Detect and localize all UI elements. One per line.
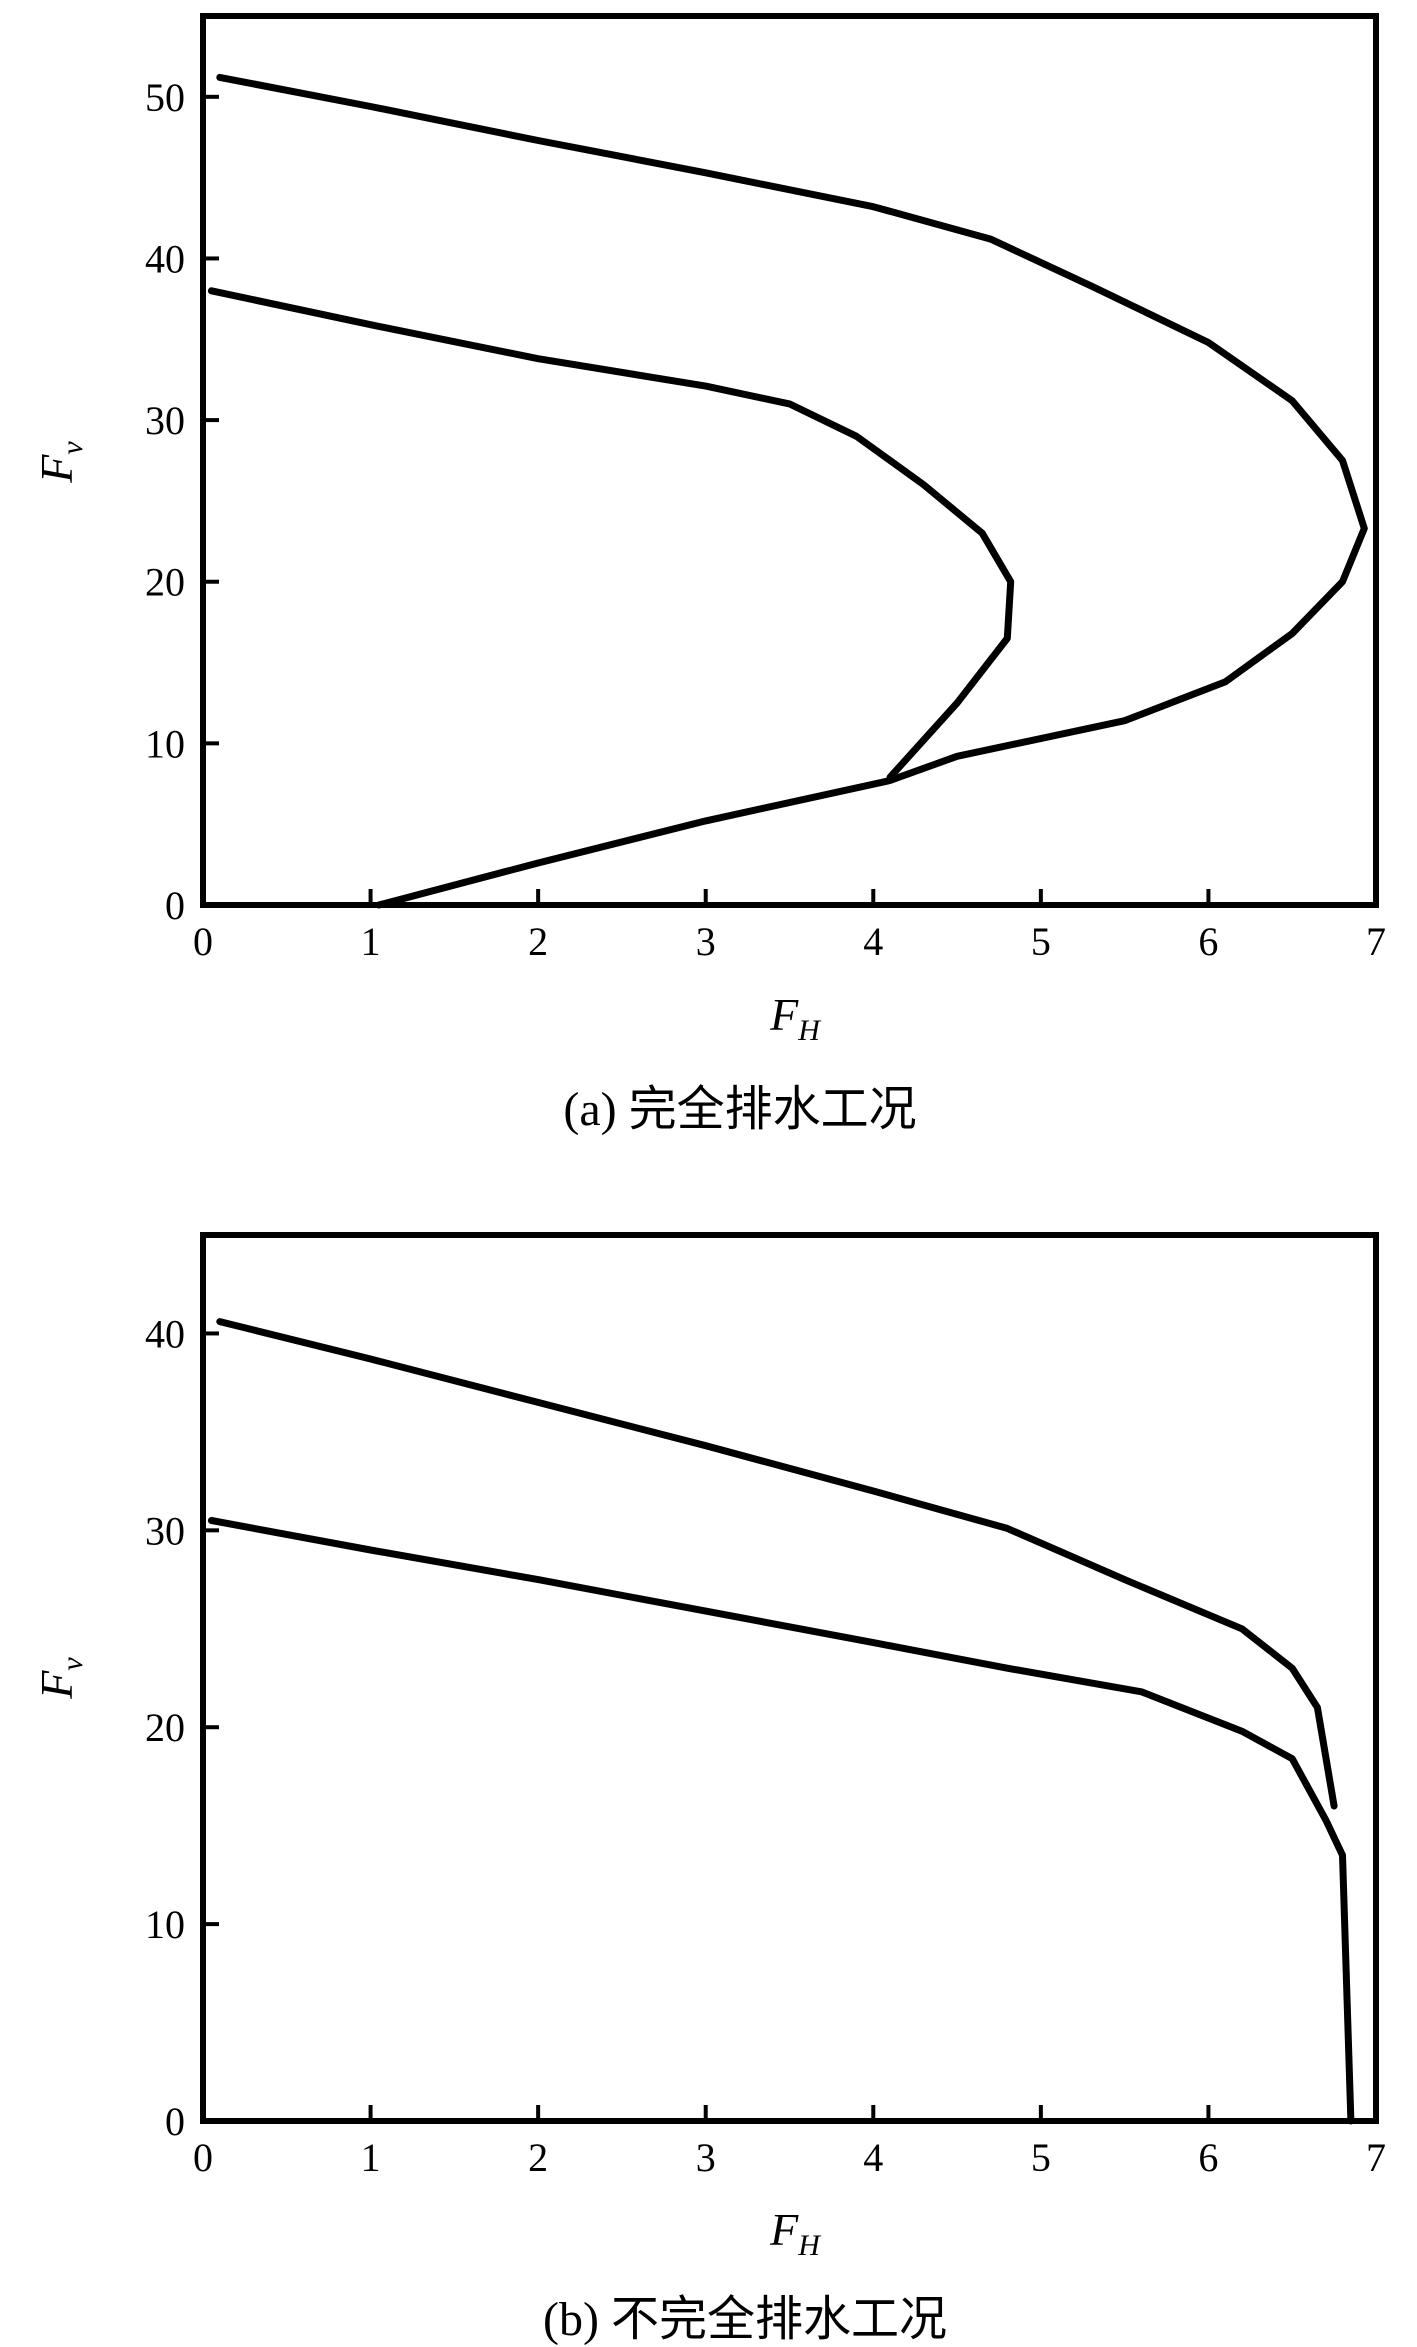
x-tick-label: 6 xyxy=(1198,2135,1218,2180)
y-tick-label: 10 xyxy=(145,721,185,766)
y-tick-label: 50 xyxy=(145,75,185,120)
x-tick-label: 2 xyxy=(528,919,548,964)
curves-b xyxy=(207,1318,1355,2125)
y-tick-label: 20 xyxy=(145,560,185,605)
y-axis-label-b: Fv xyxy=(31,1657,89,1700)
x-tick-label: 7 xyxy=(1366,2135,1386,2180)
x-tick-label: 2 xyxy=(528,2135,548,2180)
plot-frame-a xyxy=(200,13,1379,908)
x-axis-label-a: FH xyxy=(769,989,822,1047)
x-tick-label: 5 xyxy=(1031,919,1051,964)
ticks-b: 0 1 2 3 4 5 6 7 0 10 20 30 40 xyxy=(145,1311,1386,2180)
x-tick-label: 1 xyxy=(361,919,381,964)
plot-frame-b xyxy=(200,1232,1379,2124)
y-tick-label: 10 xyxy=(145,1902,185,1947)
x-tick-label: 5 xyxy=(1031,2135,1051,2180)
x-axis-label-b: FH xyxy=(769,2204,822,2262)
curves-a xyxy=(207,73,1368,909)
y-tick-label: 0 xyxy=(165,2099,185,2144)
x-tick-label: 0 xyxy=(193,919,213,964)
y-tick-label: 40 xyxy=(145,236,185,281)
panel-b: 0 1 2 3 4 5 6 7 0 10 20 30 40 Fv FH (b) 不完全排水工况 xyxy=(31,1232,1386,2346)
x-tick-label: 1 xyxy=(361,2135,381,2180)
y-tick-label: 0 xyxy=(165,883,185,928)
y-tick-label: 40 xyxy=(145,1311,185,1356)
y-tick-label: 30 xyxy=(145,1508,185,1553)
y-tick-label: 20 xyxy=(145,1705,185,1750)
x-tick-label: 4 xyxy=(863,2135,883,2180)
x-tick-label: 4 xyxy=(863,919,883,964)
y-tick-label: 30 xyxy=(145,398,185,443)
y-axis-label-a: Fv xyxy=(31,441,89,484)
series-line-a-1 xyxy=(216,73,1368,909)
caption-a: (a) 完全排水工况 xyxy=(563,1083,916,1136)
series-line-b-2 xyxy=(207,1517,1355,2125)
x-tick-label: 3 xyxy=(696,2135,716,2180)
x-tick-label: 7 xyxy=(1366,919,1386,964)
x-tick-label: 0 xyxy=(193,2135,213,2180)
x-tick-label: 6 xyxy=(1198,919,1218,964)
series-line-b-1 xyxy=(216,1318,1338,1810)
caption-b: (b) 不完全排水工况 xyxy=(543,2293,947,2346)
panel-a: 0 1 2 3 4 5 6 7 0 10 20 30 40 50 Fv FH (a) 完全排水工况 xyxy=(31,13,1386,1136)
series-line-a-2 xyxy=(207,287,1015,781)
ticks-a: 0 1 2 3 4 5 6 7 0 10 20 30 40 50 xyxy=(145,75,1386,964)
x-tick-label: 3 xyxy=(696,919,716,964)
